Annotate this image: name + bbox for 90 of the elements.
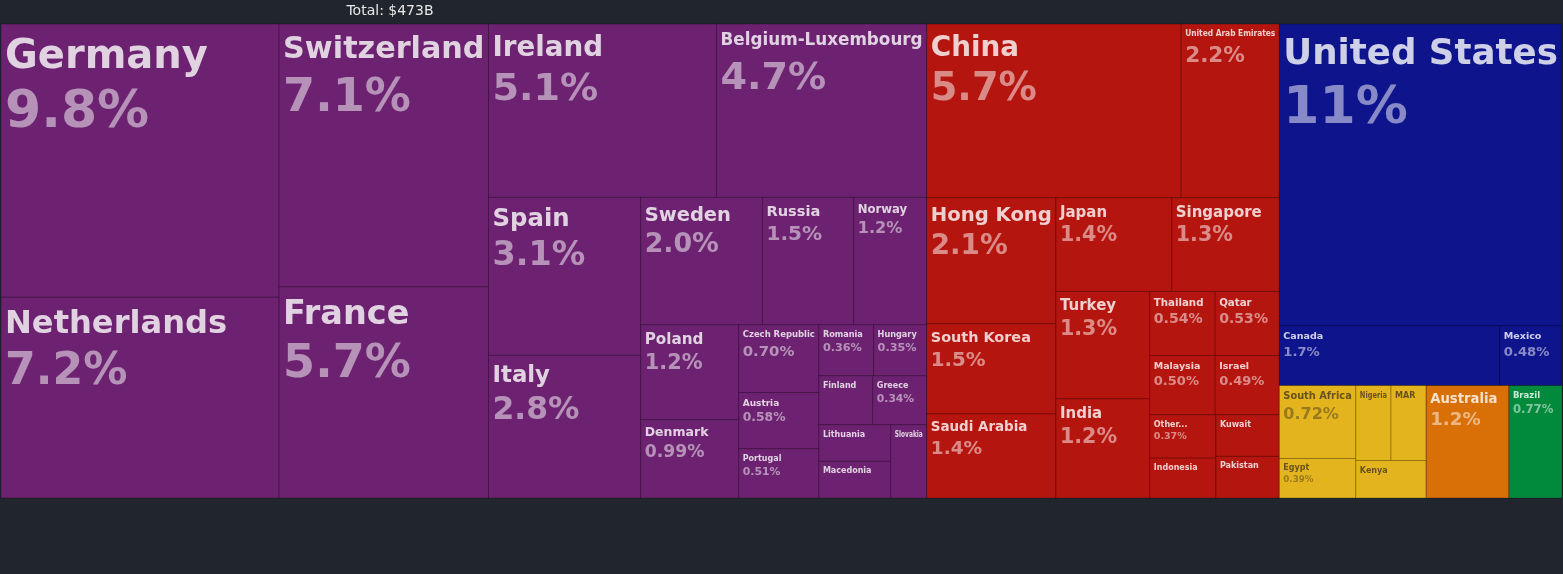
category-label: Kuwait (1219, 419, 1252, 429)
category-label: Lithuania (822, 429, 866, 439)
data-label: 0.48% (1503, 343, 1550, 359)
data-label: 2.8% (492, 389, 580, 426)
data-label: 0.39% (1283, 474, 1314, 485)
category-label: Brazil (1512, 390, 1541, 401)
category-label: Israel (1219, 360, 1250, 372)
category-label: China (930, 29, 1020, 63)
data-label: 1.5% (930, 348, 986, 372)
data-label: 1.3% (1175, 222, 1233, 247)
category-label: Austria (742, 397, 780, 408)
category-label: Turkey (1059, 296, 1117, 315)
category-label: Thailand (1153, 295, 1204, 308)
data-label: 5.7% (930, 64, 1037, 109)
data-label: 0.58% (742, 410, 786, 425)
category-label: Hungary (877, 328, 918, 339)
category-label: Malaysia (1153, 360, 1201, 372)
data-label: 0.34% (876, 391, 915, 405)
category-label: Japan (1058, 202, 1108, 221)
data-label: 0.70% (742, 341, 795, 360)
category-label: Switzerland (283, 30, 485, 66)
category-label: Pakistan (1219, 461, 1260, 471)
category-label: Sweden (644, 202, 731, 226)
data-label: 5.7% (283, 334, 411, 389)
data-label: 7.1% (283, 67, 411, 122)
category-label: Kenya (1359, 465, 1388, 475)
category-label: Saudi Arabia (930, 419, 1028, 435)
data-label: 0.53% (1219, 310, 1268, 327)
data-label: 1.4% (930, 436, 983, 458)
category-label: South Korea (930, 329, 1031, 346)
data-label: 1.4% (1059, 222, 1118, 247)
text: Total: $473B (345, 2, 434, 18)
category-label: Hong Kong (930, 203, 1052, 227)
data-label: 0.77% (1512, 401, 1554, 416)
category-label: India (1059, 403, 1103, 422)
data-label: 0.36% (822, 341, 862, 355)
data-label: 4.7% (720, 53, 827, 98)
category-label: Belgium-Luxembourg (720, 28, 923, 49)
category-label: Portugal (742, 453, 782, 463)
data-label: 7.2% (5, 342, 128, 394)
category-label: Poland (644, 329, 704, 348)
data-label: 0.50% (1153, 373, 1199, 389)
data-label: 0.51% (742, 464, 781, 478)
data-label: 9.8% (5, 79, 150, 140)
category-label: Germany (5, 31, 208, 77)
data-label: 1.7% (1283, 343, 1320, 359)
data-label: 11% (1283, 74, 1408, 135)
category-label: MAR (1395, 390, 1416, 400)
data-label: 1.2% (644, 349, 703, 374)
data-label: 0.72% (1283, 404, 1339, 424)
category-label: South Africa (1283, 390, 1352, 402)
data-label: 3.1% (492, 233, 586, 273)
data-label: 1.5% (766, 221, 823, 246)
category-label: Singapore (1175, 202, 1262, 221)
category-label: Canada (1283, 330, 1324, 342)
category-label: Australia (1430, 390, 1498, 406)
data-label: 1.2% (857, 217, 903, 237)
data-label: 1.2% (1430, 407, 1481, 429)
data-label: 2.2% (1185, 41, 1245, 67)
data-label: 2.0% (644, 227, 719, 259)
data-label: 0.49% (1219, 373, 1265, 389)
category-label: Spain (492, 202, 570, 232)
category-label: Czech Republic (742, 329, 815, 340)
category-label: France (283, 293, 410, 333)
data-label: 0.35% (877, 341, 917, 355)
category-label: Denmark (644, 424, 710, 440)
category-label: Romania (822, 328, 863, 339)
category-label: Norway (857, 202, 908, 217)
data-label: 1.2% (1059, 423, 1118, 448)
data-label: 5.1% (492, 64, 599, 109)
category-label: Netherlands (5, 303, 228, 342)
category-label: Macedonia (822, 466, 872, 476)
category-label: Nigeria (1359, 390, 1393, 400)
category-label: United States (1283, 30, 1558, 72)
data-label: 2.1% (930, 227, 1008, 261)
data-label: 1.3% (1059, 316, 1118, 341)
category-label: United Arab Emirates (1185, 29, 1282, 38)
category-label: Ireland (492, 29, 604, 63)
category-label: Qatar (1219, 295, 1253, 308)
category-label: Other... (1153, 419, 1188, 429)
category-label: Indonesia (1153, 463, 1198, 473)
data-label: 0.99% (644, 441, 705, 462)
data-label: 0.54% (1153, 310, 1203, 327)
category-label: Finland (822, 380, 857, 390)
category-label: Egypt (1283, 463, 1310, 473)
category-label: Italy (492, 361, 551, 388)
data-label: 0.37% (1153, 430, 1188, 442)
category-label: Russia (766, 202, 821, 219)
category-label: Greece (876, 380, 909, 390)
category-label: Mexico (1503, 330, 1542, 342)
